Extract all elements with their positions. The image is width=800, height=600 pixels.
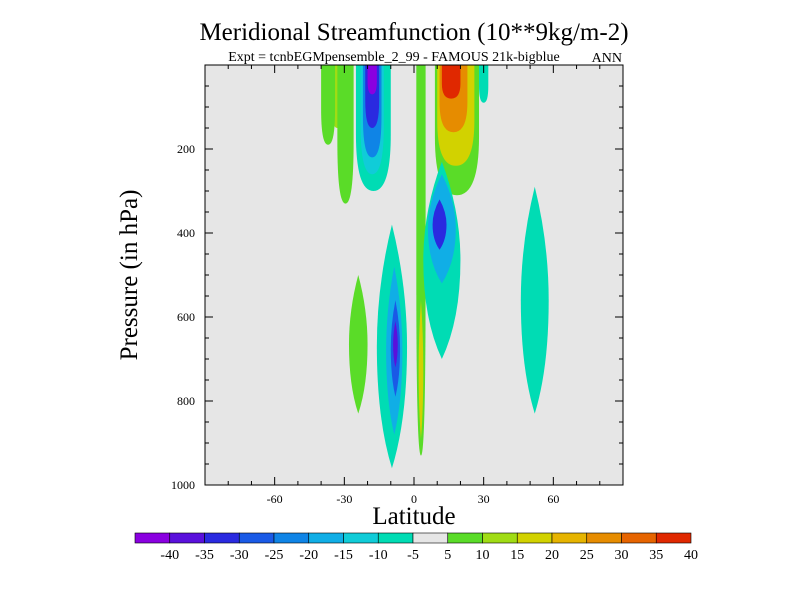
colorbar-swatch [586,532,622,544]
colorbar-swatch [377,532,414,544]
chart-title: Meridional Streamfunction (10**9kg/m-2) [199,19,628,46]
colorbar-swatch [482,532,518,544]
colorbar-swatch [516,532,553,544]
x-axis-label: Latitude [372,503,455,530]
y-tick-label: 800 [177,394,195,408]
y-tick-label: 400 [177,226,195,240]
colorbar-swatch [343,532,379,544]
contour-region [520,186,549,414]
x-axis-ticks: -60 -30 0 30 60 [204,65,624,506]
contour-region [418,300,424,439]
colorbar-label: -15 [334,548,353,563]
contour-region [479,65,489,103]
colorbar-label: 30 [615,548,629,563]
contour-fill-group [321,65,549,469]
x-tick-label: 0 [411,492,417,506]
colorbar-label: 10 [476,548,490,563]
y-axis-label: Pressure (in hPa) [116,190,143,361]
x-tick-label: -60 [267,492,283,506]
colorbar-swatch [238,532,275,544]
contour-region [348,275,368,414]
y-tick-label: 1000 [171,478,195,492]
contour-region [416,65,426,456]
colorbar-swatch [447,532,483,544]
colorbar-swatch [204,532,240,544]
contour-region [432,199,447,250]
x-tick-label: 30 [478,492,490,506]
contour-region [393,321,398,368]
colorbar-label: -5 [407,548,419,563]
colorbar-label: 15 [510,548,524,563]
colorbar-label: -20 [299,548,318,563]
season-label: ANN [592,51,622,66]
colorbar-swatch [655,532,692,544]
colorbar-label: 25 [580,548,594,563]
colorbar-swatch [621,532,657,544]
colorbar-swatch [134,532,171,544]
colorbar-label: -40 [160,548,179,563]
contour-region [337,65,354,204]
colorbar: -40 -35 -30 -25 -20 -15 -10 -5 5 10 15 20 25 30 35 40 [134,532,698,563]
colorbar-label: -25 [265,548,284,563]
colorbar-label: -30 [230,548,249,563]
colorbar-label: 20 [545,548,559,563]
chart-subtitle: Expt = tcnbEGMpensemble_2_99 - FAMOUS 21… [228,50,560,65]
colorbar-swatch [551,532,588,544]
contour-region [441,65,461,99]
x-tick-label: -30 [336,492,352,506]
y-tick-label: 200 [177,142,195,156]
y-axis-ticks: 200 400 600 800 1000 [171,64,623,492]
colorbar-label: 40 [684,548,698,563]
y-tick-label: 600 [177,310,195,324]
contour-region [321,65,336,145]
contour-region [367,65,377,95]
plot-area [205,65,623,485]
colorbar-swatch [308,532,344,544]
colorbar-swatch [169,532,205,544]
colorbar-swatch [412,532,449,544]
x-tick-label: 60 [547,492,559,506]
colorbar-swatch [273,532,310,544]
colorbar-label: 35 [649,548,663,563]
colorbar-label: -10 [369,548,388,563]
colorbar-label: -35 [195,548,214,563]
colorbar-label: 5 [444,548,451,563]
